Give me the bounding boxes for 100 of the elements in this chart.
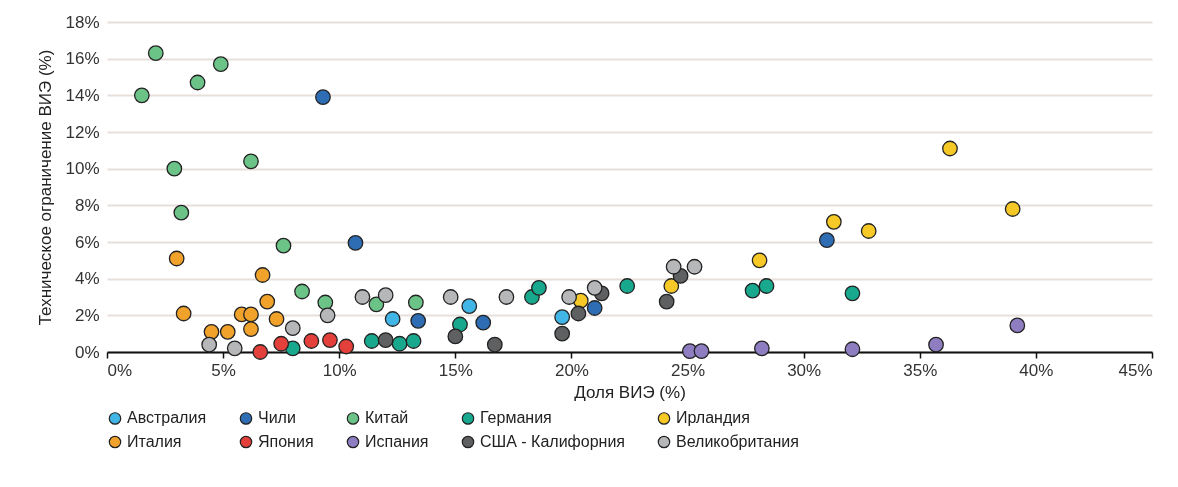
point xyxy=(486,336,503,353)
x-axis-title: Доля ВИЭ (%) xyxy=(574,382,686,402)
point xyxy=(243,153,259,170)
point xyxy=(147,45,164,62)
point xyxy=(189,74,206,91)
legend-label: Великобритания xyxy=(676,433,799,450)
point xyxy=(928,336,944,353)
x-tick-label: 35% xyxy=(903,360,938,380)
y-tick-label: 10% xyxy=(65,159,100,179)
point xyxy=(275,237,292,254)
point xyxy=(475,314,492,331)
x-tick-label: 0% xyxy=(107,360,133,380)
legend-label: Австралия xyxy=(127,409,207,427)
point xyxy=(133,87,150,104)
point xyxy=(303,333,320,349)
point xyxy=(663,278,680,294)
x-tick-label: 45% xyxy=(1118,360,1153,380)
x-tick-label: 30% xyxy=(787,360,822,380)
point xyxy=(212,56,229,73)
point xyxy=(219,323,236,340)
point xyxy=(317,294,334,311)
point xyxy=(619,278,636,294)
point xyxy=(203,323,220,340)
point xyxy=(405,333,422,349)
x-tick-label: 25% xyxy=(671,360,706,380)
point xyxy=(166,160,183,177)
point xyxy=(391,335,408,352)
point xyxy=(243,321,259,337)
point xyxy=(407,294,424,311)
point xyxy=(363,333,380,349)
point xyxy=(254,267,271,283)
legend-label: Чили xyxy=(258,409,296,427)
point xyxy=(686,258,703,275)
legend-label: Италия xyxy=(127,433,182,450)
point xyxy=(586,279,603,296)
legend-label: Ирландия xyxy=(676,409,750,427)
y-tick-label: 14% xyxy=(65,85,100,105)
x-tick-label: 10% xyxy=(322,360,357,380)
point xyxy=(347,235,364,251)
legend-label: Япония xyxy=(258,433,314,450)
y-axis-title: Техническое ограничение ВИЭ (%) xyxy=(36,49,56,326)
y-tick-label: 18% xyxy=(65,12,100,32)
point xyxy=(554,309,571,326)
point xyxy=(658,293,675,310)
point xyxy=(665,258,682,275)
point xyxy=(354,289,371,305)
point xyxy=(377,332,394,348)
point xyxy=(243,306,259,323)
point xyxy=(942,140,958,157)
y-tick-label: 4% xyxy=(74,269,100,289)
point xyxy=(252,344,269,360)
y-tick-label: 2% xyxy=(74,305,100,325)
point xyxy=(825,213,842,230)
point xyxy=(753,340,770,357)
point xyxy=(554,325,571,342)
point xyxy=(586,300,603,316)
legend-label: США - Калифорния xyxy=(480,433,625,450)
point xyxy=(168,250,185,267)
point xyxy=(1004,201,1021,217)
point xyxy=(860,223,877,239)
point xyxy=(201,336,218,353)
point xyxy=(294,283,310,300)
x-tick-label: 15% xyxy=(438,360,473,380)
point xyxy=(570,305,587,322)
y-tick-label: 8% xyxy=(74,195,100,215)
point xyxy=(273,335,290,352)
point xyxy=(461,298,478,315)
point xyxy=(368,296,385,313)
point xyxy=(758,278,775,294)
point xyxy=(531,279,547,296)
point xyxy=(384,311,401,327)
y-tick-label: 0% xyxy=(74,342,100,362)
legend-label: Испания xyxy=(365,433,429,450)
x-tick-label: 20% xyxy=(554,360,589,380)
point xyxy=(844,341,861,358)
legend-label: Китай xyxy=(365,409,409,427)
point xyxy=(442,289,459,305)
y-tick-label: 16% xyxy=(65,49,100,69)
point xyxy=(319,307,336,324)
point xyxy=(844,285,861,302)
point xyxy=(410,312,427,329)
point xyxy=(175,305,192,322)
point xyxy=(1009,317,1026,334)
point xyxy=(173,204,190,221)
y-tick-label: 6% xyxy=(74,232,100,252)
point xyxy=(322,332,338,348)
point xyxy=(561,289,578,305)
x-tick-label: 40% xyxy=(1019,360,1054,380)
point xyxy=(693,343,710,359)
point xyxy=(447,328,464,345)
point xyxy=(498,289,515,305)
legend-label: Германия xyxy=(480,409,552,427)
x-tick-label: 5% xyxy=(211,360,236,380)
point xyxy=(452,316,468,333)
point xyxy=(818,232,835,249)
point xyxy=(338,338,355,355)
point xyxy=(284,320,301,337)
point xyxy=(377,287,394,304)
point xyxy=(259,293,276,310)
point xyxy=(268,311,285,327)
